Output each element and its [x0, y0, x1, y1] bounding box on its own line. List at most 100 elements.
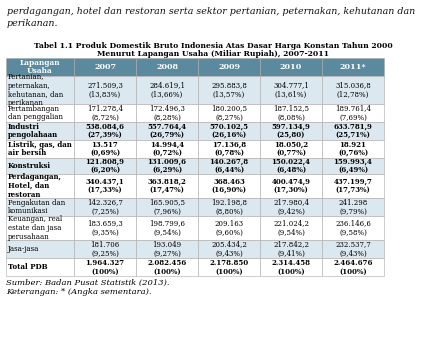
Bar: [198, 158, 260, 174]
Bar: [198, 216, 260, 240]
Bar: [136, 174, 198, 198]
Text: 284.619,1
(13,66%): 284.619,1 (13,66%): [149, 82, 185, 98]
Bar: [260, 216, 322, 240]
Text: Lapangan
Usaha: Lapangan Usaha: [20, 59, 60, 75]
Text: 14.994,4
(0,72%): 14.994,4 (0,72%): [150, 141, 184, 158]
Text: 217.842,2
(9,41%): 217.842,2 (9,41%): [273, 241, 309, 257]
Text: perikanan.: perikanan.: [7, 19, 59, 28]
Bar: [260, 240, 322, 258]
Bar: [74, 104, 136, 122]
Bar: [74, 76, 136, 104]
Bar: [6, 240, 74, 258]
Bar: [260, 122, 322, 140]
Text: 304.777,1
(13,61%): 304.777,1 (13,61%): [273, 82, 309, 98]
Text: 209.163
(9,60%): 209.163 (9,60%): [214, 219, 243, 237]
Text: 187.152,5
(8,08%): 187.152,5 (8,08%): [273, 104, 309, 122]
Bar: [260, 58, 322, 76]
Bar: [260, 140, 322, 158]
Text: Jasa-jasa: Jasa-jasa: [8, 245, 39, 253]
Bar: [6, 158, 74, 174]
Bar: [260, 174, 322, 198]
Bar: [322, 76, 384, 104]
Text: 121.808,9
(6,20%): 121.808,9 (6,20%): [86, 158, 124, 174]
Text: Keuangan, real
estate dan jasa
perusahaan: Keuangan, real estate dan jasa perusahaa…: [8, 215, 62, 241]
Bar: [322, 58, 384, 76]
Text: Sumber: Badan Pusat Statistik (2013).: Sumber: Badan Pusat Statistik (2013).: [6, 279, 170, 287]
Text: 437.199,7
(17,73%): 437.199,7 (17,73%): [333, 178, 373, 194]
Text: 232.537,7
(9,43%): 232.537,7 (9,43%): [335, 241, 371, 257]
Bar: [6, 140, 74, 158]
Bar: [74, 58, 136, 76]
Text: 633.781,9
(25,71%): 633.781,9 (25,71%): [333, 123, 373, 139]
Bar: [260, 104, 322, 122]
Bar: [322, 174, 384, 198]
Bar: [198, 198, 260, 216]
Text: 198.799,6
(9,54%): 198.799,6 (9,54%): [149, 219, 185, 237]
Text: 17.136,8
(0,78%): 17.136,8 (0,78%): [212, 141, 246, 158]
Bar: [74, 198, 136, 216]
Text: perdagangan, hotel dan restoran serta sektor pertanian, peternakan, kehutanan da: perdagangan, hotel dan restoran serta se…: [7, 7, 415, 16]
Text: 159.993,4
(6,49%): 159.993,4 (6,49%): [333, 158, 373, 174]
Text: 221.024,2
(9,54%): 221.024,2 (9,54%): [273, 219, 309, 237]
Bar: [198, 140, 260, 158]
Text: 2011*: 2011*: [340, 63, 366, 71]
Bar: [6, 258, 74, 276]
Bar: [74, 122, 136, 140]
Text: 2008: 2008: [156, 63, 178, 71]
Text: 241.298
(9,79%): 241.298 (9,79%): [338, 198, 368, 215]
Bar: [136, 58, 198, 76]
Bar: [198, 258, 260, 276]
Bar: [198, 76, 260, 104]
Text: 538.084,6
(27,39%): 538.084,6 (27,39%): [86, 123, 124, 139]
Text: 597.134,9
(25,80): 597.134,9 (25,80): [272, 123, 311, 139]
Bar: [74, 140, 136, 158]
Bar: [136, 158, 198, 174]
Bar: [6, 198, 74, 216]
Bar: [6, 174, 74, 198]
Text: 363.818,2
(17,47%): 363.818,2 (17,47%): [148, 178, 187, 194]
Text: 18.921
(0,76%): 18.921 (0,76%): [338, 141, 368, 158]
Bar: [322, 122, 384, 140]
Text: Pertambangan
dan penggalian: Pertambangan dan penggalian: [8, 104, 63, 122]
Bar: [136, 104, 198, 122]
Bar: [74, 174, 136, 198]
Text: 172.496,3
(8,28%): 172.496,3 (8,28%): [149, 104, 185, 122]
Bar: [260, 158, 322, 174]
Text: Listrik, gas, dan
air bersih: Listrik, gas, dan air bersih: [8, 141, 72, 158]
Text: 180.200,5
(8,27%): 180.200,5 (8,27%): [211, 104, 247, 122]
Bar: [198, 174, 260, 198]
Text: 295.883,8
(13,57%): 295.883,8 (13,57%): [211, 82, 247, 98]
Bar: [74, 216, 136, 240]
Bar: [74, 158, 136, 174]
Bar: [136, 216, 198, 240]
Text: 2.178.850
(100%): 2.178.850 (100%): [209, 258, 249, 276]
Bar: [6, 122, 74, 140]
Text: 2010: 2010: [280, 63, 302, 71]
Bar: [136, 240, 198, 258]
Bar: [198, 122, 260, 140]
Text: 183.659,3
(9,35%): 183.659,3 (9,35%): [87, 219, 123, 237]
Bar: [198, 58, 260, 76]
Bar: [136, 198, 198, 216]
Text: 142.326,7
(7,25%): 142.326,7 (7,25%): [87, 198, 123, 215]
Bar: [136, 140, 198, 158]
Text: 171.278,4
(8,72%): 171.278,4 (8,72%): [87, 104, 123, 122]
Text: Total PDB: Total PDB: [8, 263, 48, 271]
Text: 181.706
(9,25%): 181.706 (9,25%): [90, 241, 119, 257]
Text: 400.474,9
(17,30%): 400.474,9 (17,30%): [271, 178, 311, 194]
Text: 2.082.456
(100%): 2.082.456 (100%): [147, 258, 187, 276]
Bar: [322, 198, 384, 216]
Bar: [260, 76, 322, 104]
Text: 205.434,2
(9,43%): 205.434,2 (9,43%): [211, 241, 247, 257]
Text: Perdagangan,
Hotel, dan
restoran: Perdagangan, Hotel, dan restoran: [8, 173, 62, 199]
Bar: [322, 240, 384, 258]
Bar: [6, 76, 74, 104]
Text: 2.464.676
(100%): 2.464.676 (100%): [333, 258, 373, 276]
Text: 18.050,2
(0,77%): 18.050,2 (0,77%): [274, 141, 308, 158]
Text: 1.964.327
(100%): 1.964.327 (100%): [85, 258, 124, 276]
Bar: [322, 104, 384, 122]
Bar: [322, 140, 384, 158]
Text: 570.102,5
(26,16%): 570.102,5 (26,16%): [209, 123, 249, 139]
Text: Tabel 1.1 Produk Domestik Bruto Indonesia Atas Dasar Harga Konstan Tahun 2000: Tabel 1.1 Produk Domestik Bruto Indonesi…: [34, 42, 392, 50]
Text: 131.009,6
(6,29%): 131.009,6 (6,29%): [148, 158, 187, 174]
